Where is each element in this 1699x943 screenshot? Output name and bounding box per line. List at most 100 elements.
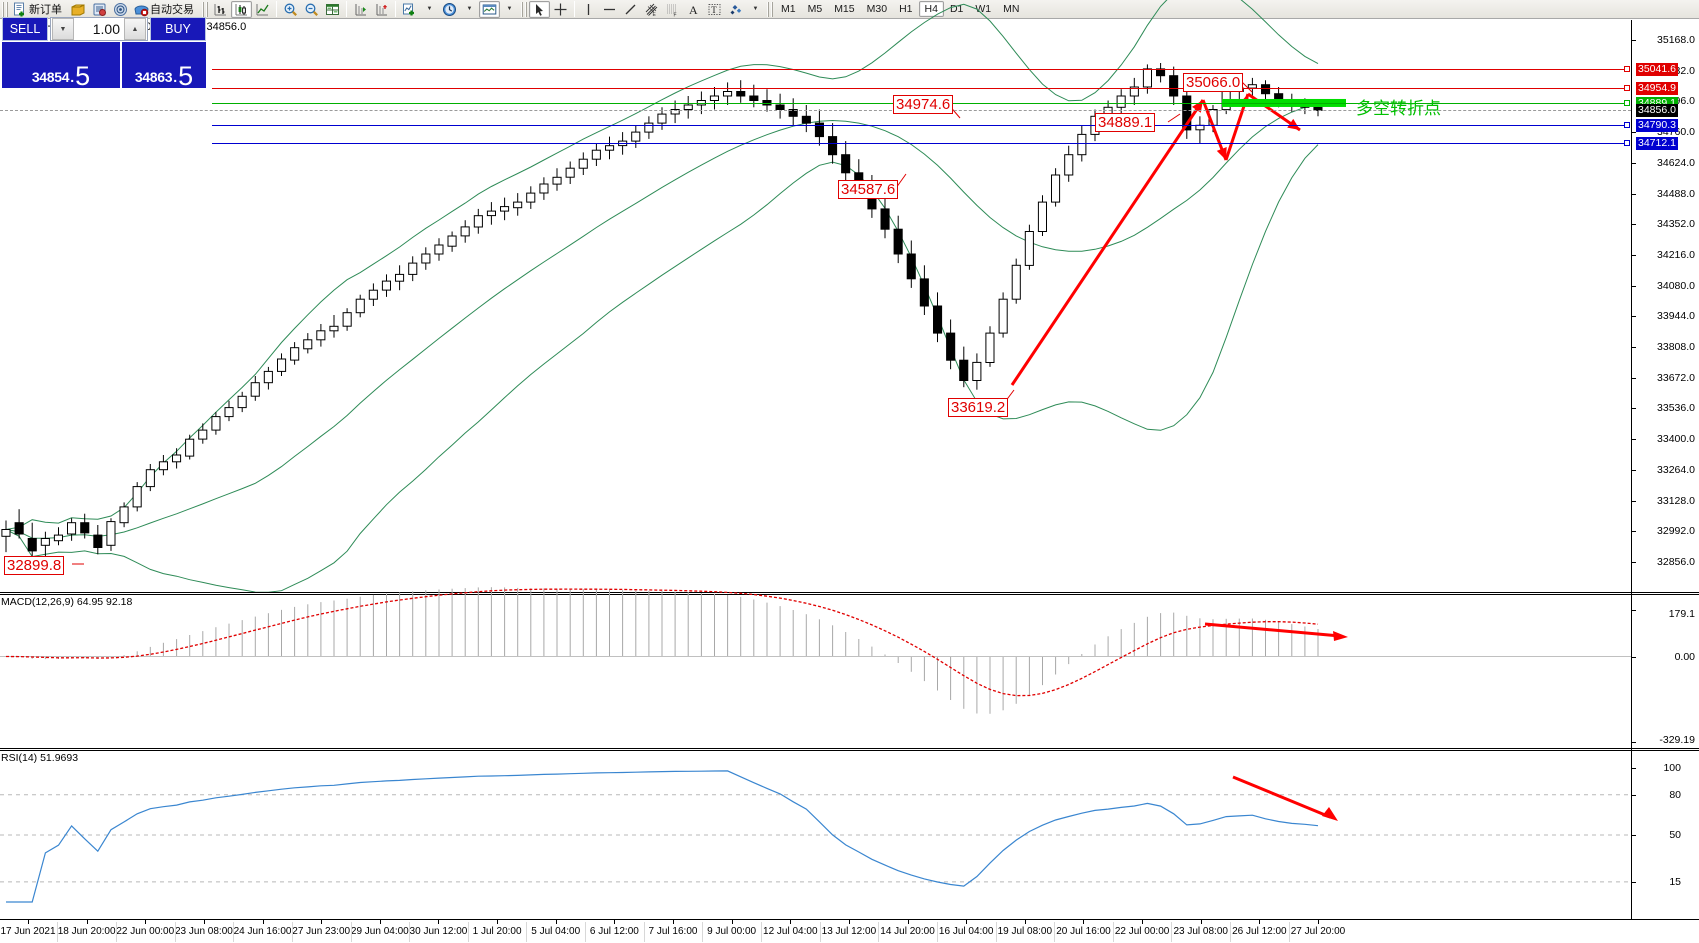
price-level-label[interactable]: 34954.9 (1628, 82, 1678, 96)
timeframe-button-m1[interactable]: M1 (775, 1, 802, 17)
sell-button[interactable]: SELL (2, 17, 48, 41)
timeframe-button-w1[interactable]: W1 (969, 1, 997, 17)
timeframe-button-d1[interactable]: D1 (944, 1, 969, 17)
price-annotation-tag[interactable]: 34587.6 (838, 180, 899, 199)
price-level-handle[interactable] (1624, 122, 1630, 129)
cursor-tool[interactable] (529, 0, 550, 18)
timeframe-button-m30[interactable]: M30 (861, 1, 893, 17)
timeframe-button-h1[interactable]: H1 (893, 1, 918, 17)
buy-label: BUY (165, 22, 191, 36)
time-axis-tick: 29 Jun 04:00 (350, 926, 409, 937)
price-annotation-tag[interactable]: 32899.8 (4, 556, 65, 575)
time-axis[interactable]: 17 Jun 2021 18 Jun 20:00 22 Jun 00:00 23 Ju… (0, 920, 1699, 943)
periods-button[interactable] (439, 1, 460, 18)
indicators-button[interactable] (399, 1, 420, 18)
templates-button[interactable] (479, 0, 500, 18)
autotrading-button[interactable]: 自动交易 (131, 1, 200, 18)
rsi-axis-tick: 15 (1669, 875, 1681, 888)
crosshair-tool[interactable] (550, 1, 571, 18)
timeframe-button-mn[interactable]: MN (997, 1, 1025, 17)
objects-dropdown[interactable]: ▼ (746, 1, 765, 18)
auto-scroll-icon (353, 2, 368, 17)
periods-dropdown[interactable]: ▼ (460, 1, 479, 18)
vertical-line-tool[interactable] (578, 1, 599, 18)
sell-price-button[interactable]: 34854 . 5 (2, 42, 120, 90)
price-annotation-tag[interactable]: 34974.6 (893, 95, 954, 114)
rsi-trend-arrow[interactable] (1232, 775, 1338, 821)
price-tick-mark (1632, 193, 1636, 195)
time-axis-divider (526, 922, 528, 942)
text-tool[interactable]: A (683, 1, 704, 18)
price-level-line[interactable] (212, 142, 1631, 144)
price-level-label[interactable]: 34712.1 (1628, 136, 1678, 150)
price-level-line[interactable] (212, 125, 1631, 127)
volume-value[interactable]: 1.00 (92, 21, 120, 37)
time-axis-divider (1230, 922, 1232, 942)
buy-button[interactable]: BUY (150, 17, 206, 41)
price-tick-mark (1632, 377, 1636, 379)
buy-price-button[interactable]: 34863 . 5 (122, 42, 206, 90)
zoom-in-button[interactable] (280, 1, 301, 18)
vertical-line-icon (581, 2, 596, 17)
equidistant-channel-icon: E (644, 2, 659, 18)
bollinger-band-lower (5, 144, 1319, 593)
toolbar-grip[interactable] (2, 1, 8, 17)
new-order-button[interactable]: 新订单 (10, 1, 68, 18)
price-level-label[interactable]: 35041.6 (1628, 62, 1678, 76)
candlestick-chart-button[interactable] (231, 0, 252, 18)
timeframe-button-h4[interactable]: H4 (918, 1, 944, 17)
price-level-handle[interactable] (1624, 99, 1630, 106)
price-level-handle[interactable] (1624, 139, 1630, 146)
timeframe-button-m5[interactable]: M5 (802, 1, 829, 17)
toolbar-grip-3[interactable] (521, 1, 527, 17)
auto-scroll-button[interactable] (350, 1, 371, 18)
macd-pane[interactable]: MACD(12,26,9) 64.95 92.18 179.1 0.00 -329.… (0, 587, 1699, 748)
price-level-line[interactable] (212, 88, 1631, 90)
expert-advisors-button[interactable] (68, 1, 89, 18)
price-annotation-tag[interactable]: 35066.0 (1183, 73, 1244, 92)
price-annotation-tag[interactable]: 33619.2 (948, 398, 1009, 417)
macd-trend-arrow[interactable] (1204, 622, 1348, 641)
one-click-trading-panel[interactable]: SELL ▼ 1.00 ▲ BUY 34854 . 5 34 (2, 17, 206, 91)
volume-increment-button[interactable]: ▲ (124, 18, 146, 40)
fibonacci-tool[interactable]: F (662, 1, 683, 18)
indicators-dropdown[interactable]: ▼ (420, 1, 439, 18)
volume-field[interactable]: ▼ 1.00 ▲ (50, 17, 148, 41)
pane-separator-rsi[interactable] (0, 748, 1699, 751)
pane-separator-macd[interactable] (0, 592, 1699, 595)
rsi-pane[interactable]: RSI(14) 51.9693 100 80 50 15 (0, 752, 1699, 920)
timeframe-button-m15[interactable]: M15 (828, 1, 860, 17)
price-level-handle[interactable] (1624, 65, 1630, 72)
objects-list-button[interactable] (725, 1, 746, 18)
chart-shift-button[interactable] (371, 1, 392, 18)
price-level-line[interactable] (212, 68, 1631, 70)
equidistant-channel-tool[interactable]: E (641, 1, 662, 18)
line-chart-button[interactable] (252, 1, 273, 18)
text-note-annotation[interactable]: 多空转折点 (1356, 99, 1441, 119)
price-level-line[interactable] (0, 110, 1631, 112)
bar-chart-button[interactable] (210, 1, 231, 18)
zoom-out-button[interactable] (301, 1, 322, 18)
trendline-tool[interactable] (620, 1, 641, 18)
time-tick-mark (262, 920, 264, 924)
price-pane[interactable]: 35168.035032.034896.034760.034624.034488… (0, 0, 1699, 593)
price-level-label[interactable]: 34790.3 (1628, 119, 1678, 133)
signals-button[interactable] (110, 1, 131, 18)
price-level-label[interactable]: 34856.0 (1636, 104, 1678, 118)
data-window-button[interactable] (322, 1, 343, 18)
horizontal-line-tool[interactable] (599, 1, 620, 18)
templates-dropdown[interactable]: ▼ (500, 1, 519, 18)
text-label-tool[interactable]: T (704, 1, 725, 18)
toolbar-grip-4[interactable] (767, 1, 773, 17)
toolbar-grip-2[interactable] (202, 1, 208, 17)
volume-decrement-button[interactable]: ▼ (52, 18, 74, 40)
terminal-button[interactable] (89, 1, 110, 18)
price-level-handle[interactable] (1624, 85, 1630, 92)
timeframe-label: M5 (807, 3, 823, 15)
price-tick-mark (1632, 316, 1636, 318)
price-annotation-tag[interactable]: 34889.1 (1095, 113, 1156, 132)
time-axis-divider (1288, 922, 1290, 942)
svg-text:T: T (711, 5, 717, 15)
time-tick-mark (321, 920, 323, 924)
